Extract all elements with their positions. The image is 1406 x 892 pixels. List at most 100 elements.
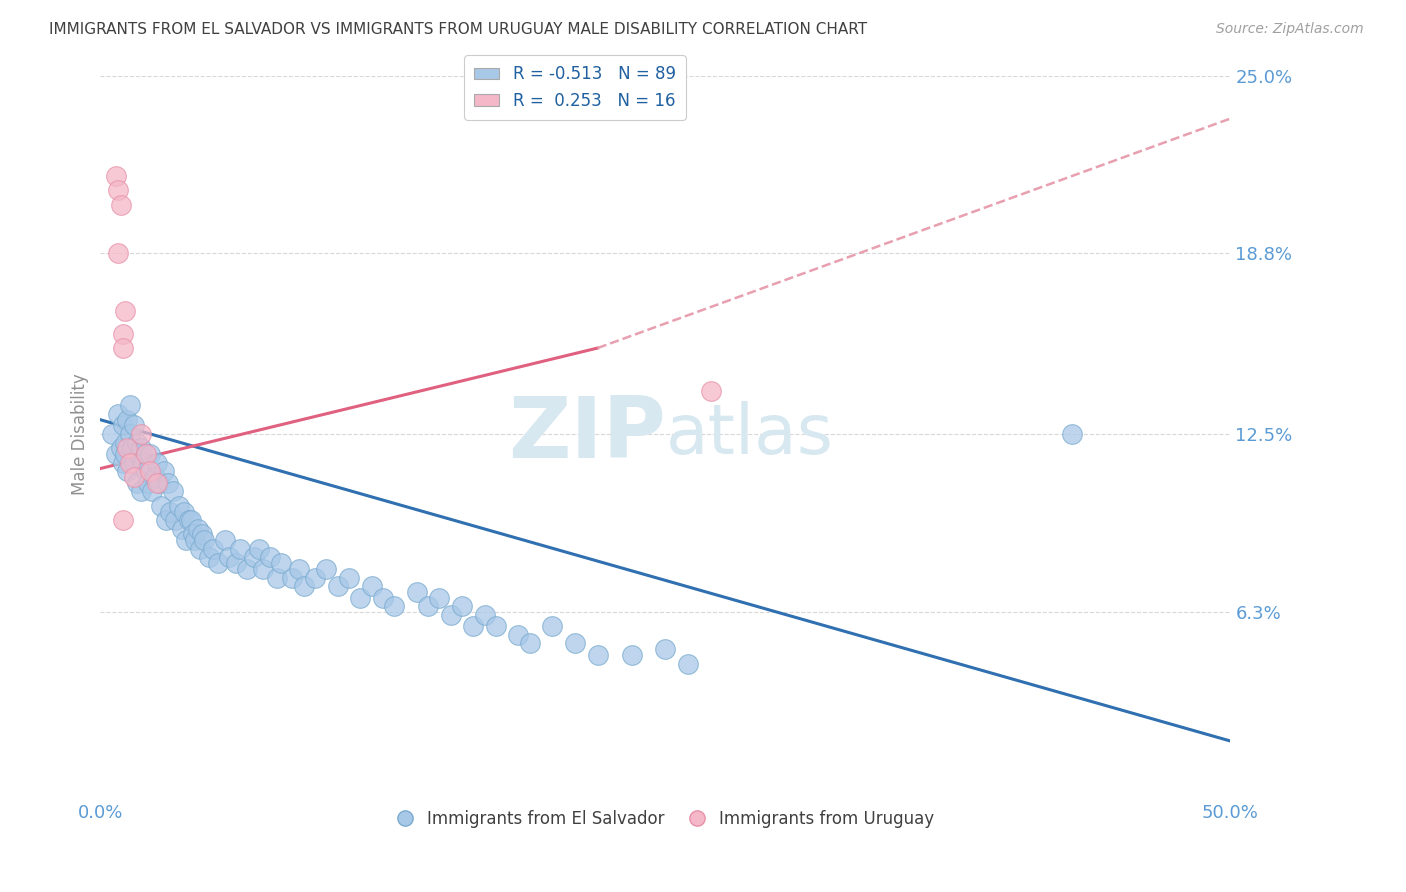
Point [139,447,162,461]
Point [229,541,252,556]
Point [135,464,157,478]
Point [111,326,134,341]
Point [207,556,229,570]
Point [150,499,173,513]
Point [382,599,405,614]
Point [304,570,326,584]
Point [111,513,134,527]
Point [218,550,240,565]
Point [135,447,157,461]
Point [118,427,141,442]
Text: Source: ZipAtlas.com: Source: ZipAtlas.com [1216,22,1364,37]
Point [114,435,136,450]
Point [152,464,174,478]
Point [225,556,247,570]
Point [202,541,225,556]
Point [128,447,150,461]
Text: ZIP: ZIP [508,392,665,475]
Point [111,418,134,433]
Point [125,475,148,490]
Point [118,398,141,412]
Point [326,579,349,593]
Point [174,533,197,548]
Point [111,341,134,355]
Point [191,527,214,541]
Point [236,562,259,576]
Point [654,642,676,657]
Point [243,550,266,565]
Point [188,541,211,556]
Point [114,303,136,318]
Point [1062,427,1084,442]
Point [184,533,207,548]
Point [136,475,159,490]
Point [541,619,564,633]
Point [117,413,139,427]
Point [146,456,169,470]
Point [266,570,288,584]
Point [110,442,132,456]
Point [281,570,304,584]
Point [117,464,139,478]
Point [508,628,530,642]
Point [288,562,311,576]
Point [105,447,128,461]
Point [193,533,215,548]
Point [315,562,337,576]
Point [564,636,586,650]
Point [177,513,200,527]
Point [169,499,191,513]
Point [159,504,181,518]
Point [122,456,145,470]
Point [463,619,485,633]
Point [105,169,128,183]
Point [129,484,152,499]
Point [100,427,122,442]
Point [170,522,193,536]
Point [129,427,152,442]
Point [349,591,371,605]
Point [155,513,177,527]
Point [121,442,143,456]
Point [129,442,152,456]
Point [247,541,270,556]
Point [519,636,541,650]
Point [371,591,394,605]
Point [148,475,170,490]
Point [416,599,439,614]
Point [117,442,139,456]
Point [252,562,274,576]
Point [360,579,382,593]
Point [198,550,221,565]
Point [270,556,292,570]
Text: IMMIGRANTS FROM EL SALVADOR VS IMMIGRANTS FROM URUGUAY MALE DISABILITY CORRELATI: IMMIGRANTS FROM EL SALVADOR VS IMMIGRANT… [49,22,868,37]
Point [163,513,186,527]
Point [157,475,180,490]
Point [292,579,315,593]
Point [146,475,169,490]
Point [114,447,136,461]
Point [181,527,204,541]
Point [440,607,463,622]
Legend: Immigrants from El Salvador, Immigrants from Uruguay: Immigrants from El Salvador, Immigrants … [389,803,941,835]
Point [139,464,162,478]
Point [118,456,141,470]
Point [110,197,132,211]
Point [474,607,496,622]
Point [180,513,202,527]
Point [141,484,163,499]
Point [132,456,155,470]
Point [125,435,148,450]
Point [485,619,508,633]
Point [107,183,129,197]
Point [173,504,195,518]
Point [405,585,427,599]
Point [699,384,721,398]
Point [451,599,474,614]
Point [620,648,643,662]
Point [107,246,129,260]
Point [162,484,184,499]
Text: atlas: atlas [665,401,834,467]
Point [186,522,208,536]
Y-axis label: Male Disability: Male Disability [72,373,89,495]
